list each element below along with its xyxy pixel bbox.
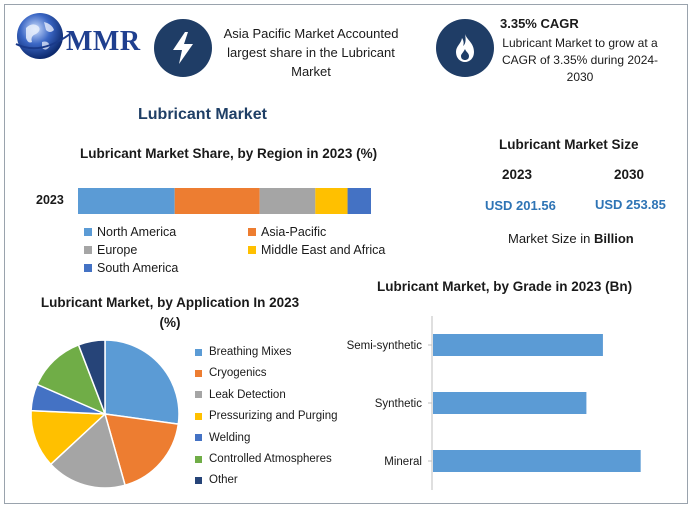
legend-label: Asia-Pacific [261,225,327,239]
legend-swatch [84,228,92,236]
globe-logo-icon [15,13,71,59]
region-category-label: 2023 [36,193,64,207]
region-chart-title: Lubricant Market Share, by Region in 202… [80,146,378,161]
pie-slice-breathing-mixes [104,339,180,425]
legend-swatch [195,434,202,442]
market-size-2023-value: USD 201.56 [485,198,556,213]
legend-label: Welding [209,431,251,444]
legend-swatch [84,246,92,254]
region-segment-asia-pacific [174,188,260,214]
legend-item-north-america: North America [84,225,176,239]
legend-item-south-america: South America [84,261,178,275]
legend-label: Cryogenics [209,367,267,380]
legend-swatch [195,476,202,484]
region-stacked-bar [78,188,371,214]
year-2030: 2030 [614,167,645,182]
pie-slice-leak-detection [49,412,126,489]
caption-prefix: Market Size in [508,231,594,246]
legend-swatch [84,264,92,272]
legend-swatch [195,455,202,463]
legend-label: Controlled Atmospheres [209,453,332,465]
lightning-icon [154,19,212,77]
legend-label: Pressurizing and Purging [209,410,338,423]
caption-unit: Billion [593,231,634,246]
region-segment-north-america [78,188,175,214]
pie-legend-item-leak-detection: Leak Detection [195,389,286,401]
legend-label: Leak Detection [209,388,286,401]
legend-item-middle-east-and-africa: Middle East and Africa [248,243,385,257]
region-segment-south-america [347,188,371,214]
market-size-2030-value: USD 253.85 [595,197,666,212]
legend-swatch [195,391,202,399]
market-size-title: Lubricant Market Size [499,137,639,152]
grade-chart-title: Lubricant Market, by Grade in 2023 (Bn) [377,279,633,294]
legend-label: Europe [97,243,138,257]
legend-swatch [195,412,202,420]
cagr-title: 3.35% CAGR [500,16,579,31]
legend-label: Middle East and Africa [261,243,386,257]
region-segment-middle-east-and-africa [315,188,348,214]
legend-item-europe: Europe [84,243,137,257]
legend-label: South America [97,261,179,275]
pie-legend-item-pressurizing-and-purging: Pressurizing and Purging [195,410,338,422]
grade-bar-semi-synthetic [433,334,603,356]
grade-tick-label-mineral: Mineral [384,456,422,468]
pie-legend-item-breathing-mixes: Breathing Mixes [195,346,291,358]
year-2023: 2023 [502,167,533,182]
pie-legend-item-cryogenics: Cryogenics [195,367,267,379]
region-segment-europe [259,188,316,214]
pie-slice-pressurizing-and-purging [30,409,107,466]
grade-tick-label-synthetic: Synthetic [375,398,423,410]
legend-swatch [248,246,256,254]
pie-legend-item-welding: Welding [195,432,250,444]
legend-swatch [248,228,256,236]
application-chart-title: Lubricant Market, by Application In 2023… [40,295,300,330]
brand-name: MMR [66,26,141,57]
application-pie-chart [30,339,180,489]
flame-icon [436,19,494,77]
legend-label: Other [209,474,238,487]
grade-bar-mineral [433,450,641,472]
pie-slice-cryogenics [103,413,180,487]
page-title: Lubricant Market [138,106,267,123]
grade-bar-chart: Semi-synthetic Synthetic Mineral [347,316,641,490]
market-size-caption: Market Size in Billion [508,231,634,246]
legend-swatch [195,369,202,377]
pie-legend-item-controlled-atmospheres: Controlled Atmospheres [195,453,332,465]
legend-item-asia-pacific: Asia-Pacific [248,225,326,239]
infographic-frame [4,4,688,504]
pie-legend-item-other: Other [195,474,238,486]
highlight-left-text: Asia Pacific Market Accounted largest sh… [223,26,399,79]
legend-swatch [195,348,202,356]
pie-slice-controlled-atmospheres [36,343,107,416]
legend-label: North America [97,225,177,239]
legend-label: Breathing Mixes [209,346,292,358]
pie-slice-other [77,339,106,415]
grade-bar-synthetic [433,392,587,414]
cagr-text: Lubricant Market to grow at a CAGR of 3.… [501,36,659,84]
grade-tick-label-semi-synthetic: Semi-synthetic [347,340,423,352]
